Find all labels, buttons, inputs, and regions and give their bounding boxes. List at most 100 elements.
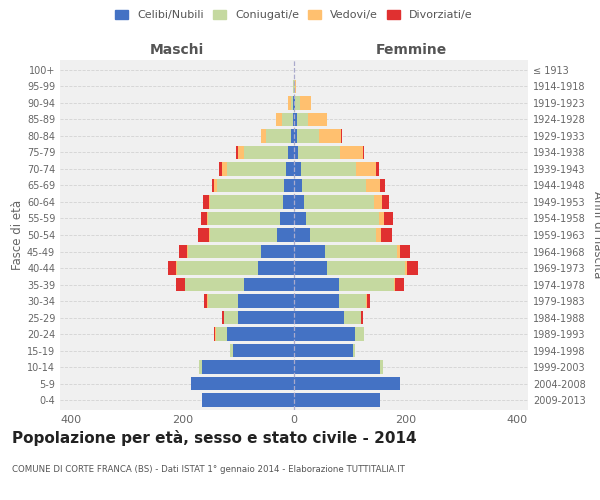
Bar bbox=[400, 245, 410, 258]
Bar bbox=[199, 360, 202, 374]
Bar bbox=[294, 245, 325, 258]
Bar bbox=[294, 179, 302, 192]
Bar bbox=[294, 394, 380, 406]
Bar bbox=[291, 130, 294, 142]
Bar bbox=[276, 113, 282, 126]
Bar bbox=[238, 294, 294, 308]
Bar bbox=[187, 245, 188, 258]
Bar bbox=[397, 245, 400, 258]
Bar bbox=[362, 146, 364, 159]
Bar bbox=[284, 179, 294, 192]
Bar bbox=[325, 245, 397, 258]
Bar bbox=[260, 130, 266, 142]
Bar bbox=[367, 294, 370, 308]
Bar bbox=[376, 162, 379, 175]
Bar bbox=[294, 212, 306, 225]
Bar bbox=[290, 96, 293, 110]
Bar bbox=[214, 179, 217, 192]
Bar bbox=[230, 344, 233, 357]
Bar bbox=[227, 328, 294, 340]
Bar bbox=[177, 262, 258, 274]
Bar bbox=[293, 113, 294, 126]
Bar bbox=[406, 262, 407, 274]
Bar bbox=[233, 344, 294, 357]
Bar bbox=[286, 162, 294, 175]
Bar bbox=[208, 212, 280, 225]
Bar bbox=[244, 278, 294, 291]
Bar bbox=[289, 146, 294, 159]
Bar bbox=[297, 130, 319, 142]
Bar bbox=[294, 130, 297, 142]
Bar bbox=[294, 377, 400, 390]
Bar bbox=[380, 179, 385, 192]
Bar bbox=[294, 96, 295, 110]
Bar bbox=[297, 113, 308, 126]
Bar bbox=[380, 360, 383, 374]
Bar bbox=[355, 328, 364, 340]
Bar bbox=[185, 278, 244, 291]
Bar bbox=[294, 360, 380, 374]
Bar bbox=[209, 228, 211, 241]
Bar bbox=[211, 196, 283, 208]
Bar bbox=[310, 228, 376, 241]
Bar bbox=[266, 130, 291, 142]
Bar bbox=[203, 196, 209, 208]
Bar bbox=[294, 228, 310, 241]
Bar bbox=[367, 179, 380, 192]
Text: Maschi: Maschi bbox=[150, 42, 204, 56]
Bar bbox=[294, 196, 304, 208]
Bar bbox=[302, 179, 367, 192]
Bar bbox=[258, 262, 294, 274]
Bar bbox=[219, 162, 221, 175]
Bar bbox=[295, 80, 296, 93]
Bar bbox=[382, 196, 389, 208]
Bar bbox=[361, 311, 363, 324]
Bar bbox=[288, 96, 290, 110]
Bar bbox=[202, 394, 294, 406]
Bar bbox=[340, 146, 362, 159]
Legend: Celibi/Nubili, Coniugati/e, Vedovi/e, Divorziati/e: Celibi/Nubili, Coniugati/e, Vedovi/e, Di… bbox=[111, 6, 477, 25]
Text: COMUNE DI CORTE FRANCA (BS) - Dati ISTAT 1° gennaio 2014 - Elaborazione TUTTITAL: COMUNE DI CORTE FRANCA (BS) - Dati ISTAT… bbox=[12, 465, 405, 474]
Bar bbox=[198, 228, 209, 241]
Bar bbox=[407, 262, 418, 274]
Bar bbox=[206, 212, 208, 225]
Bar bbox=[304, 196, 374, 208]
Bar bbox=[294, 328, 355, 340]
Bar bbox=[394, 278, 395, 291]
Bar bbox=[211, 228, 277, 241]
Bar bbox=[216, 328, 227, 340]
Bar bbox=[179, 245, 187, 258]
Bar bbox=[212, 179, 214, 192]
Bar bbox=[294, 162, 301, 175]
Bar bbox=[238, 146, 244, 159]
Bar bbox=[308, 113, 328, 126]
Bar bbox=[395, 278, 404, 291]
Bar bbox=[294, 344, 353, 357]
Bar bbox=[282, 113, 293, 126]
Bar bbox=[283, 196, 294, 208]
Bar bbox=[374, 196, 382, 208]
Bar bbox=[294, 311, 344, 324]
Bar bbox=[209, 196, 211, 208]
Bar bbox=[328, 262, 406, 274]
Text: Popolazione per età, sesso e stato civile - 2014: Popolazione per età, sesso e stato civil… bbox=[12, 430, 416, 446]
Bar bbox=[260, 245, 294, 258]
Bar bbox=[201, 212, 206, 225]
Bar bbox=[221, 162, 227, 175]
Bar bbox=[341, 130, 343, 142]
Bar bbox=[217, 179, 284, 192]
Bar bbox=[294, 262, 328, 274]
Bar bbox=[353, 344, 355, 357]
Bar bbox=[319, 130, 341, 142]
Bar bbox=[306, 212, 379, 225]
Bar bbox=[238, 311, 294, 324]
Y-axis label: Anni di nascita: Anni di nascita bbox=[591, 192, 600, 278]
Bar bbox=[338, 278, 394, 291]
Text: Femmine: Femmine bbox=[376, 42, 446, 56]
Bar bbox=[214, 328, 215, 340]
Bar bbox=[294, 113, 297, 126]
Bar bbox=[294, 278, 338, 291]
Bar bbox=[222, 311, 224, 324]
Bar bbox=[301, 162, 356, 175]
Bar bbox=[227, 162, 286, 175]
